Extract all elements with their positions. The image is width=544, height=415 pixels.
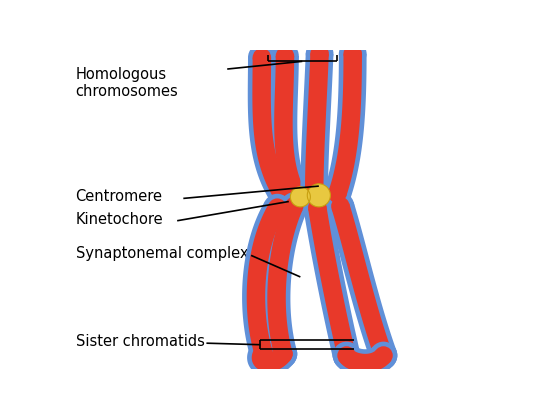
Text: Kinetochore: Kinetochore: [76, 212, 163, 227]
Circle shape: [307, 184, 330, 207]
Polygon shape: [267, 203, 302, 356]
Circle shape: [276, 47, 294, 65]
Circle shape: [343, 44, 362, 63]
Text: Centromere: Centromere: [76, 188, 163, 204]
Circle shape: [270, 340, 297, 368]
Circle shape: [274, 345, 293, 363]
Circle shape: [339, 40, 367, 68]
Circle shape: [306, 40, 333, 68]
Circle shape: [300, 178, 328, 206]
Polygon shape: [252, 347, 291, 372]
Circle shape: [374, 346, 393, 365]
Circle shape: [333, 342, 361, 369]
Circle shape: [268, 198, 287, 217]
Circle shape: [308, 198, 326, 217]
Text: Sister chromatids: Sister chromatids: [76, 334, 205, 349]
Circle shape: [324, 180, 351, 208]
Circle shape: [263, 194, 291, 222]
Circle shape: [254, 343, 273, 361]
Circle shape: [271, 42, 299, 70]
Circle shape: [270, 340, 297, 368]
Circle shape: [267, 178, 295, 206]
Polygon shape: [324, 54, 367, 198]
Circle shape: [337, 346, 356, 365]
Polygon shape: [327, 202, 397, 360]
Polygon shape: [338, 349, 391, 372]
Circle shape: [274, 345, 293, 363]
Circle shape: [250, 339, 277, 366]
Polygon shape: [248, 58, 293, 199]
Polygon shape: [246, 203, 285, 355]
Circle shape: [290, 187, 311, 207]
Circle shape: [331, 197, 350, 215]
Polygon shape: [300, 53, 333, 192]
Polygon shape: [334, 347, 394, 377]
Text: Synaptonemal complex: Synaptonemal complex: [76, 247, 248, 261]
Circle shape: [248, 44, 276, 71]
Circle shape: [328, 185, 347, 203]
Circle shape: [252, 48, 271, 67]
Circle shape: [370, 342, 397, 369]
Circle shape: [283, 180, 311, 208]
Polygon shape: [329, 54, 362, 197]
Polygon shape: [308, 206, 356, 358]
Circle shape: [287, 185, 306, 203]
Circle shape: [285, 197, 304, 215]
Polygon shape: [242, 200, 289, 356]
Circle shape: [374, 346, 393, 365]
Circle shape: [370, 342, 397, 369]
Circle shape: [254, 343, 273, 361]
Circle shape: [272, 183, 290, 202]
Polygon shape: [274, 56, 305, 198]
Polygon shape: [270, 56, 309, 200]
Polygon shape: [252, 58, 289, 197]
Polygon shape: [263, 200, 307, 358]
Polygon shape: [331, 203, 392, 359]
Circle shape: [305, 183, 324, 202]
Circle shape: [333, 342, 361, 369]
Circle shape: [304, 194, 331, 222]
Polygon shape: [247, 344, 295, 376]
Text: Homologous
chromosomes: Homologous chromosomes: [76, 67, 178, 99]
Circle shape: [280, 192, 308, 220]
Circle shape: [311, 44, 329, 63]
Circle shape: [250, 339, 277, 366]
Polygon shape: [304, 205, 360, 359]
Circle shape: [337, 346, 356, 365]
Polygon shape: [305, 53, 329, 192]
Circle shape: [326, 192, 354, 220]
